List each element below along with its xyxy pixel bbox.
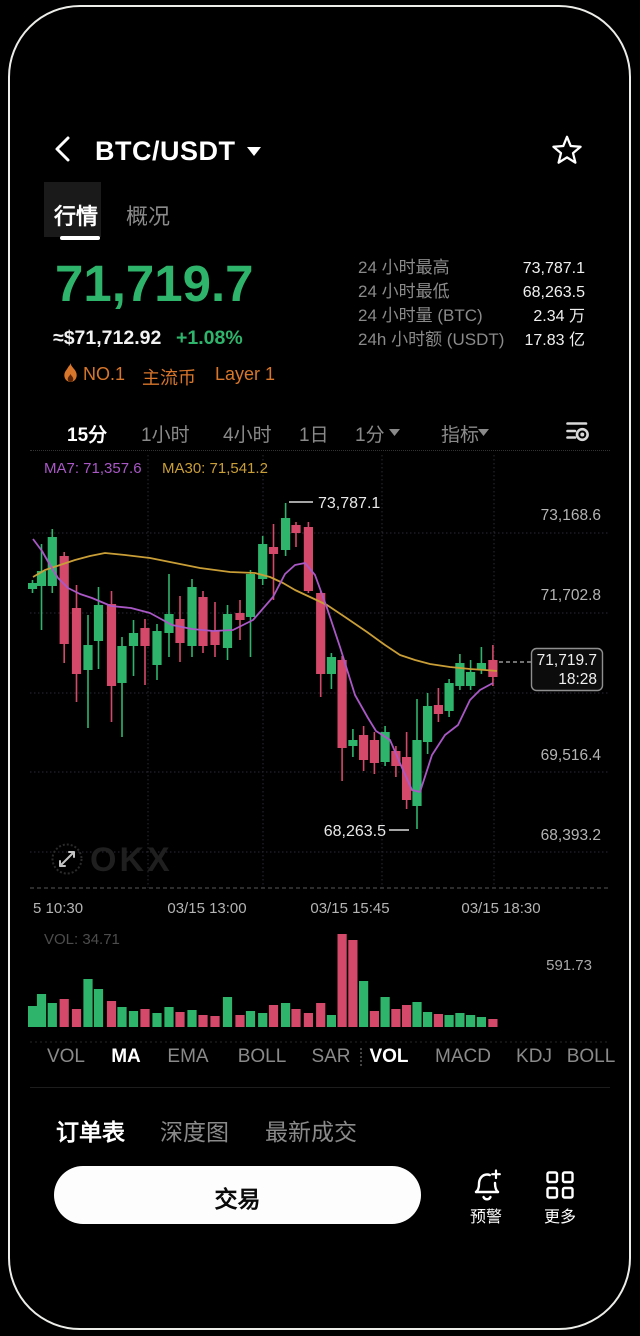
svg-text:591.73: 591.73	[546, 957, 592, 974]
svg-text:VOL: 34.71: VOL: 34.71	[44, 931, 120, 948]
svg-text:OKX: OKX	[90, 841, 173, 879]
svg-text:68,263.5: 68,263.5	[324, 823, 386, 840]
svg-text:73,787.1: 73,787.1	[318, 495, 380, 512]
svg-text:MA30: 71,541.2: MA30: 71,541.2	[162, 460, 268, 477]
svg-text:71,719.7: 71,719.7	[537, 652, 597, 669]
svg-text:73,168.6: 73,168.6	[541, 507, 601, 524]
svg-text:03/15 18:30: 03/15 18:30	[461, 900, 540, 917]
svg-text:03/15 13:00: 03/15 13:00	[167, 900, 246, 917]
svg-text:71,702.8: 71,702.8	[541, 587, 601, 604]
svg-text:68,393.2: 68,393.2	[541, 827, 601, 844]
svg-text:69,516.4: 69,516.4	[541, 747, 602, 764]
svg-text:18:28: 18:28	[558, 671, 597, 688]
svg-text:03/15 15:45: 03/15 15:45	[310, 900, 389, 917]
svg-text:MA7: 71,357.6: MA7: 71,357.6	[44, 460, 142, 477]
svg-text:5 10:30: 5 10:30	[33, 900, 83, 917]
